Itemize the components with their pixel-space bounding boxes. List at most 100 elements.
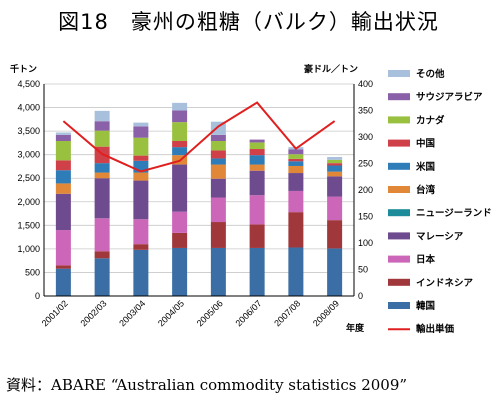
- bar-segment: [172, 147, 188, 156]
- bar-segment: [249, 142, 265, 150]
- bar-segment: [210, 141, 226, 151]
- bar-segment: [288, 165, 304, 174]
- y-right-unit: 豪ドル／トン: [304, 63, 358, 75]
- bar-segment: [288, 154, 304, 159]
- legend-label: カナダ: [416, 114, 445, 126]
- legend-label: 米国: [415, 161, 435, 173]
- bar-segment: [172, 110, 188, 123]
- y-right-tick-label: 350: [358, 106, 373, 116]
- bar-segment: [210, 222, 226, 248]
- bar-segment: [133, 122, 149, 127]
- y-right-tick-label: 50: [358, 265, 368, 275]
- bar-segment: [133, 244, 149, 250]
- legend-label: サウジアラビア: [416, 91, 483, 103]
- legend: その他サウジアラビアカナダ中国米国台湾ニュージーランドマレーシア日本インドネシア…: [388, 68, 492, 335]
- bar-segment: [210, 150, 226, 159]
- bar-segment: [94, 130, 110, 147]
- y-left-tick-label: 1,000: [17, 244, 40, 254]
- legend-label: 輸出単価: [416, 323, 455, 335]
- axes-layer: [43, 84, 355, 297]
- legend-swatch: [388, 139, 410, 147]
- bar-segment: [327, 157, 343, 160]
- line-series-unit-price: [62, 101, 336, 173]
- legend-swatch: [388, 162, 410, 170]
- legend-label: その他: [416, 68, 445, 80]
- x-tick-label: 2007/08: [272, 298, 302, 328]
- legend-swatch: [388, 232, 410, 240]
- grid-layer: [44, 83, 354, 273]
- bar-segment: [94, 218, 110, 252]
- legend-swatch: [388, 116, 410, 124]
- y-right-tick-label: 400: [358, 79, 373, 89]
- bar-segment: [94, 251, 110, 259]
- bar-segment: [327, 220, 343, 249]
- bar-segment: [55, 170, 71, 184]
- x-tick-label: 2002/03: [78, 298, 108, 328]
- bar-segment: [94, 178, 110, 219]
- bar-segment: [55, 230, 71, 266]
- legend-swatch: [388, 186, 410, 193]
- y-left-tick-label: 4,500: [17, 79, 40, 89]
- bar-segment: [172, 232, 188, 248]
- bar-segment: [288, 212, 304, 248]
- y-left-tick-label: 3,000: [17, 150, 40, 160]
- bar-segment: [55, 183, 71, 194]
- bar-segment: [133, 160, 149, 173]
- y-right-tick-label: 250: [358, 159, 373, 169]
- bar-segment: [172, 141, 188, 148]
- y-right-tick-label: 100: [358, 238, 373, 248]
- bar-segment: [327, 163, 343, 166]
- legend-label: インドネシア: [416, 278, 474, 289]
- legend-swatch: [388, 255, 410, 263]
- bar-segment: [210, 134, 226, 142]
- y-left-tick-label: 1,500: [17, 220, 40, 230]
- y-left-tick-label: 0: [35, 291, 40, 301]
- bar-segment: [94, 121, 110, 131]
- bar-segment: [172, 164, 188, 212]
- legend-label: 中国: [416, 138, 435, 150]
- legend-label: 韓国: [416, 300, 435, 312]
- line-layer: [62, 101, 336, 173]
- bar-segment: [133, 126, 149, 138]
- legend-swatch: [388, 209, 410, 217]
- bar-segment: [55, 132, 71, 135]
- bar-segment: [249, 170, 265, 196]
- bar-segment: [94, 110, 110, 122]
- bar-segment: [249, 224, 265, 248]
- bar-segment: [288, 158, 304, 162]
- bar-segment: [55, 160, 71, 171]
- legend-swatch: [388, 302, 410, 309]
- bar-segment: [249, 247, 265, 296]
- bar-segment: [327, 159, 343, 164]
- bar-segment: [210, 164, 226, 179]
- x-tick-label: 2005/06: [195, 298, 225, 328]
- x-tick-label: 2001/02: [40, 298, 70, 328]
- bar-segment: [288, 173, 304, 191]
- y-right-tick-label: 150: [358, 212, 373, 222]
- bar-segment: [55, 268, 71, 296]
- bar-segment: [94, 258, 110, 296]
- bar-segment: [210, 247, 226, 296]
- y-left-unit: 千トン: [10, 63, 37, 75]
- y-left-tick-label: 3,500: [17, 126, 40, 136]
- bar-segment: [327, 176, 343, 197]
- x-axis-label: 年度: [346, 322, 365, 334]
- bar-segment: [133, 155, 149, 161]
- y-left-tick-label: 4,000: [17, 103, 40, 113]
- bar-segment: [210, 197, 226, 223]
- legend-label: 台湾: [416, 184, 436, 196]
- bar-segment: [172, 247, 188, 296]
- bar-segment: [55, 134, 71, 142]
- bar-segment: [133, 180, 149, 220]
- bar-segment: [327, 196, 343, 221]
- y-right-tick-label: 200: [358, 185, 373, 195]
- bar-segment: [55, 265, 71, 269]
- bar-segment: [172, 122, 188, 142]
- bars-layer: [55, 102, 343, 296]
- bar-segment: [172, 211, 188, 233]
- bar-segment: [210, 158, 226, 165]
- bar-segment: [249, 155, 265, 165]
- bar-segment: [288, 247, 304, 296]
- bar-segment: [288, 190, 304, 213]
